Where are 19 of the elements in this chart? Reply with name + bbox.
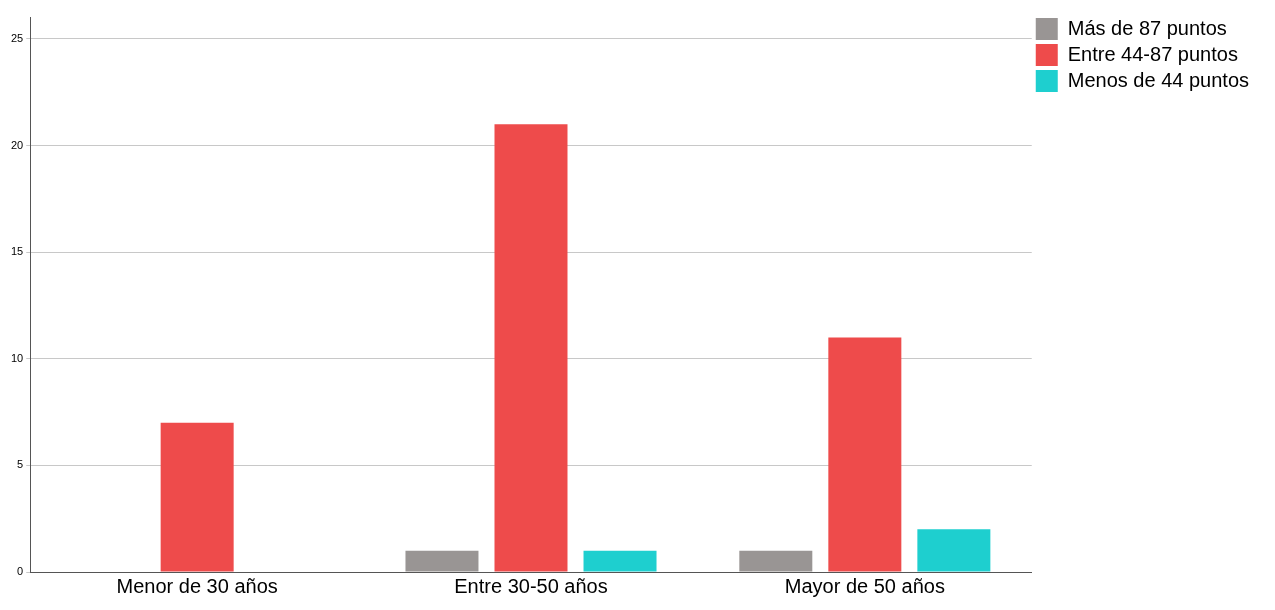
bar: [494, 124, 568, 572]
y-tick-label: 0: [17, 565, 24, 578]
y-tick-label: 10: [10, 351, 24, 364]
x-tick-label: Menor de 30 años: [116, 574, 278, 597]
bar: [828, 337, 902, 572]
y-tick-label: 15: [10, 245, 24, 258]
bar: [739, 550, 813, 572]
x-tick-label: Entre 30-50 años: [454, 574, 608, 597]
legend-label: Entre 44-87 puntos: [1067, 42, 1238, 65]
y-tick-label: 20: [10, 138, 24, 151]
y-tick-label: 25: [10, 31, 24, 44]
y-tick-label: 5: [17, 458, 24, 471]
bar: [583, 550, 657, 572]
bar: [917, 529, 991, 572]
x-tick-label: Mayor de 50 años: [784, 574, 945, 597]
bar: [160, 422, 234, 572]
legend-label: Más de 87 puntos: [1067, 16, 1227, 39]
bar: [405, 550, 479, 572]
legend-label: Menos de 44 puntos: [1067, 68, 1250, 91]
